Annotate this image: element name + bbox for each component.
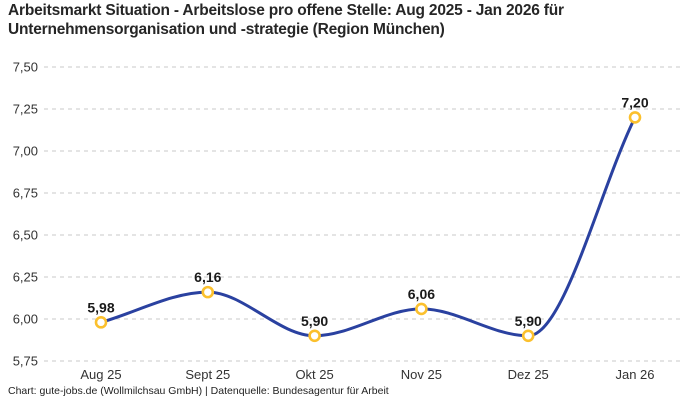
- data-point-marker: [628, 111, 642, 124]
- data-point-marker: [201, 285, 215, 299]
- x-axis-tick-label: Okt 25: [295, 367, 333, 382]
- y-axis-tick-label: 6,00: [13, 312, 38, 327]
- x-axis-tick-label: Sept 25: [185, 367, 230, 382]
- data-point-label: 5,90: [301, 313, 328, 329]
- x-axis-tick-label: Nov 25: [401, 367, 442, 382]
- data-point-label: 6,06: [408, 286, 435, 302]
- data-point-label: 5,90: [515, 313, 542, 329]
- y-axis-tick-label: 6,50: [13, 228, 38, 243]
- x-axis-tick-label: Jan 26: [615, 367, 654, 382]
- y-axis-tick-label: 6,25: [13, 270, 38, 285]
- data-point-label: 6,16: [194, 269, 221, 285]
- series-line: [99, 115, 637, 338]
- y-axis-tick-label: 7,50: [13, 60, 38, 75]
- y-axis-tick-label: 7,00: [13, 144, 38, 159]
- data-point-marker: [415, 302, 428, 316]
- y-axis-tick-label: 6,75: [13, 186, 38, 201]
- chart-title: Arbeitsmarkt Situation - Arbeitslose pro…: [8, 2, 564, 38]
- y-axis-tick-label: 7,25: [13, 102, 38, 117]
- data-point-label: 5,98: [87, 299, 114, 315]
- y-axis-tick-label: 5,75: [13, 354, 38, 369]
- chart-source-caption: Chart: gute-jobs.de (Wollmilchsau GmbH) …: [8, 385, 389, 397]
- data-point-marker: [308, 329, 321, 343]
- data-point-marker: [94, 316, 108, 329]
- x-axis-tick-label: Aug 25: [80, 367, 121, 382]
- x-axis-tick-label: Dez 25: [508, 367, 549, 382]
- data-point-label: 7,20: [621, 94, 648, 110]
- data-point-marker: [521, 329, 535, 343]
